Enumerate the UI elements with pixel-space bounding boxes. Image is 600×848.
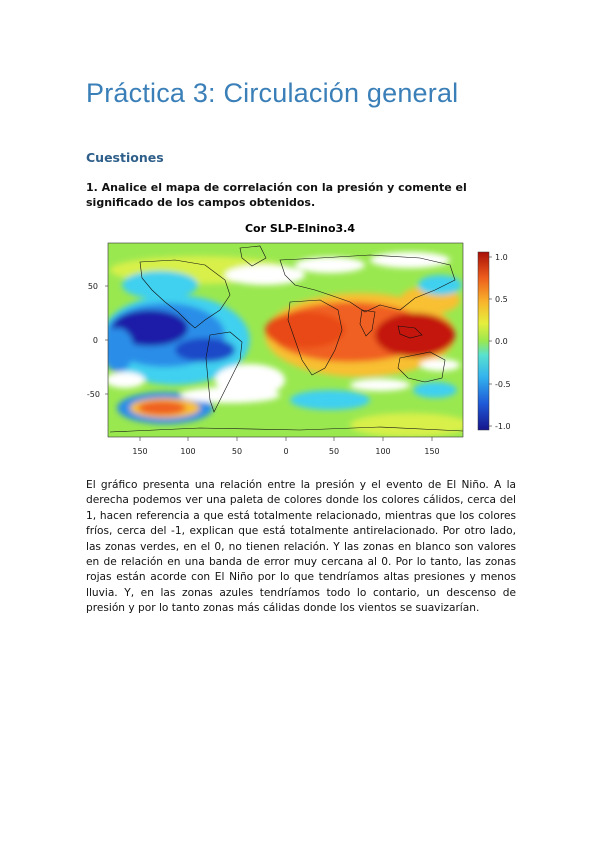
colorbar <box>477 251 492 431</box>
y-axis <box>105 285 108 395</box>
coastlines <box>109 245 463 433</box>
x-tick-label: 150 <box>424 447 439 456</box>
figure-title: Cor SLP-Elnino3.4 <box>244 222 355 235</box>
page-title: Práctica 3: Circulación general <box>86 78 459 108</box>
x-tick-label: 50 <box>329 447 339 456</box>
colorbar-tick-label: -1.0 <box>495 422 511 431</box>
x-tick-label: 150 <box>132 447 147 456</box>
x-tick-label: 100 <box>180 447 195 456</box>
colorbar-tick-label: 1.0 <box>495 253 508 262</box>
y-tick-label: 50 <box>88 282 98 291</box>
y-tick-label: -50 <box>87 390 100 399</box>
x-tick-label: 0 <box>283 447 288 456</box>
question-text: 1. Analice el mapa de correlación con la… <box>86 181 467 209</box>
x-axis <box>139 437 433 441</box>
colorbar-tick-label: 0.5 <box>495 295 508 304</box>
x-tick-label: 50 <box>232 447 242 456</box>
colorbar-tick-label: -0.5 <box>495 380 511 389</box>
body-paragraph: El gráfico presenta una relación entre l… <box>86 479 516 615</box>
y-tick-label: 0 <box>93 336 98 345</box>
correlation-map-figure: 50 0 -50 150 100 50 0 50 100 150 1.0 0.5… <box>87 242 511 456</box>
colorbar-tick-label: 0.0 <box>495 337 508 346</box>
section-heading: Cuestiones <box>86 150 164 165</box>
map-panel <box>108 243 463 437</box>
x-tick-label: 100 <box>375 447 390 456</box>
